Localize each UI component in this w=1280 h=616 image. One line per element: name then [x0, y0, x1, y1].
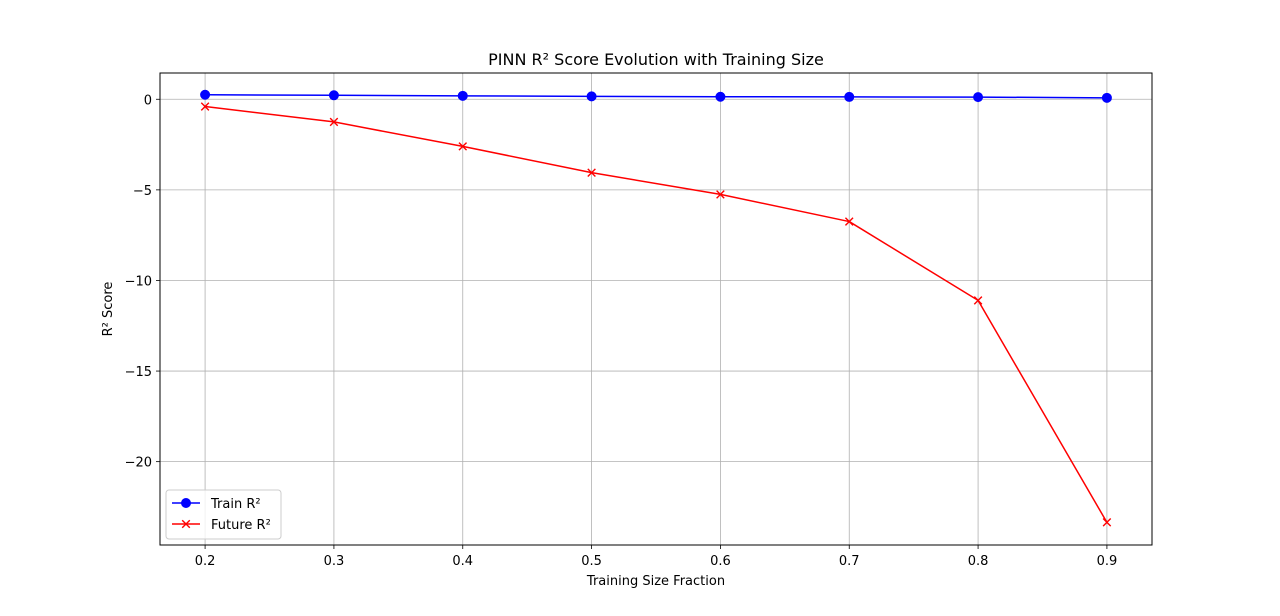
y-tick-label: −15: [125, 365, 152, 380]
series-markers: [200, 89, 1112, 527]
x-tick-label: 0.2: [195, 554, 216, 569]
data-point-future-stroke: [587, 168, 596, 177]
series-lines: [205, 93, 1108, 523]
grid-lines: [160, 73, 1152, 545]
x-axis-ticks: 0.2 0.3 0.4 0.5 0.6 0.7 0.8 0.9: [195, 545, 1118, 569]
data-point-future: [200, 102, 210, 111]
x-tick-label: 0.4: [452, 554, 473, 569]
y-tick-label: 0: [144, 93, 152, 108]
y-axis-label: R² Score: [101, 282, 116, 337]
data-point-future: [844, 217, 854, 226]
data-point-future-stroke: [844, 217, 854, 226]
series-line-train: [205, 93, 1107, 99]
legend-label-future: Future R²: [211, 518, 271, 533]
legend-marker-future-stroke: [181, 519, 191, 529]
legend-marker-future: [181, 519, 191, 529]
data-point-future: [1102, 518, 1112, 527]
chart-title: PINN R² Score Evolution with Training Si…: [488, 50, 824, 69]
x-tick-label: 0.6: [710, 554, 731, 569]
legend: Train R² Future R²: [165, 489, 282, 540]
plot-area-frame: [159, 72, 1153, 546]
data-point-train: [844, 91, 855, 102]
data-point-future: [587, 168, 596, 177]
data-point-future: [458, 142, 468, 151]
y-tick-label: −5: [133, 184, 152, 199]
data-point-train: [328, 90, 339, 101]
data-point-train: [715, 91, 726, 102]
data-point-train: [1101, 92, 1112, 103]
data-point-train: [200, 89, 211, 100]
data-point-future: [329, 117, 339, 127]
data-point-future: [716, 190, 725, 199]
data-point-future-stroke: [1102, 518, 1112, 527]
data-point-future-stroke: [200, 102, 210, 111]
x-tick-label: 0.9: [1097, 554, 1118, 569]
data-point-train: [586, 91, 597, 102]
series-line-future: [205, 105, 1108, 523]
legend-label-train: Train R²: [210, 497, 261, 512]
x-tick-label: 0.5: [581, 554, 602, 569]
data-point-future-stroke: [973, 296, 983, 305]
y-tick-label: −10: [125, 274, 152, 289]
y-tick-label: −20: [125, 456, 152, 471]
data-point-future-stroke: [458, 142, 468, 151]
data-point-future-stroke: [329, 117, 339, 127]
x-axis-label: Training Size Fraction: [586, 574, 725, 589]
x-tick-label: 0.3: [324, 554, 345, 569]
data-point-future-stroke: [716, 190, 725, 199]
y-axis-ticks: 0 −5 −10 −15 −20: [125, 93, 160, 471]
legend-marker-train: [181, 498, 191, 508]
x-tick-label: 0.8: [968, 554, 989, 569]
data-point-train: [457, 90, 468, 101]
data-point-future: [973, 296, 983, 305]
x-tick-label: 0.7: [839, 554, 860, 569]
data-point-train: [973, 92, 984, 103]
